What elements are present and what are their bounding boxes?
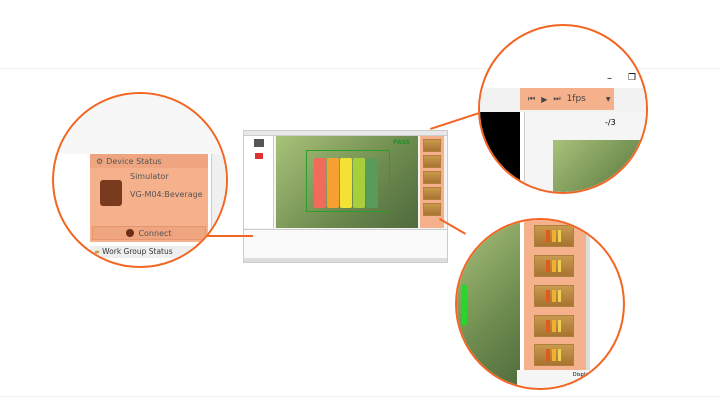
minimize-icon[interactable]: – (607, 73, 612, 84)
thumbnail-strip[interactable] (420, 136, 444, 228)
page-indicator: -/3 (605, 118, 616, 127)
skip-back-icon[interactable]: ⏮ (528, 94, 536, 103)
device-status-zoom: ⚙ Device Status Simulator VG-M04:Beverag… (52, 92, 228, 268)
thumbnail-list[interactable] (524, 220, 586, 370)
result-label: PASS (393, 139, 410, 146)
device-model: VG-M04:Beverage (130, 190, 203, 199)
skip-forward-icon[interactable]: ⏭ (553, 94, 561, 103)
device-status-title: Device Status (106, 156, 162, 166)
work-group-status[interactable]: ▰ Work Group Status (90, 246, 208, 258)
display-label: Display (517, 370, 623, 388)
thumbnails-zoom: Display (455, 218, 625, 390)
app-screenshot: PASS (243, 130, 448, 263)
sidebar (244, 136, 274, 228)
device-type: Simulator (130, 172, 169, 181)
connector-line (205, 235, 253, 237)
fps-select[interactable]: 1fps (566, 94, 586, 104)
folder-icon: ▰ (94, 247, 100, 256)
scrollbar[interactable] (586, 220, 590, 370)
chevron-down-icon[interactable]: ▼ (605, 95, 611, 103)
status-bar (244, 258, 447, 262)
device-icon (100, 180, 122, 206)
divider (0, 68, 720, 69)
connect-icon (126, 229, 135, 237)
player-controls-zoom: – ❐ ⏮ ▶ ⏭ 1fps ▼ -/3 (478, 24, 648, 194)
measure-marker (462, 285, 467, 325)
divider (0, 396, 720, 397)
connect-label: Connect (138, 228, 172, 238)
connector-line (430, 111, 483, 130)
device-status-panel: ⚙ Device Status Simulator VG-M04:Beverag… (90, 154, 208, 242)
connect-button[interactable]: Connect (92, 226, 206, 240)
toolbar (244, 131, 447, 136)
gear-icon: ⚙ (96, 156, 104, 166)
play-icon[interactable]: ▶ (541, 94, 548, 104)
bottom-panels (244, 229, 447, 259)
camera-image: PASS (276, 136, 418, 228)
restore-icon[interactable]: ❐ (628, 73, 637, 83)
playback-toolbar: ⏮ ▶ ⏭ 1fps ▼ (520, 88, 614, 110)
work-group-label: Work Group Status (102, 247, 173, 256)
